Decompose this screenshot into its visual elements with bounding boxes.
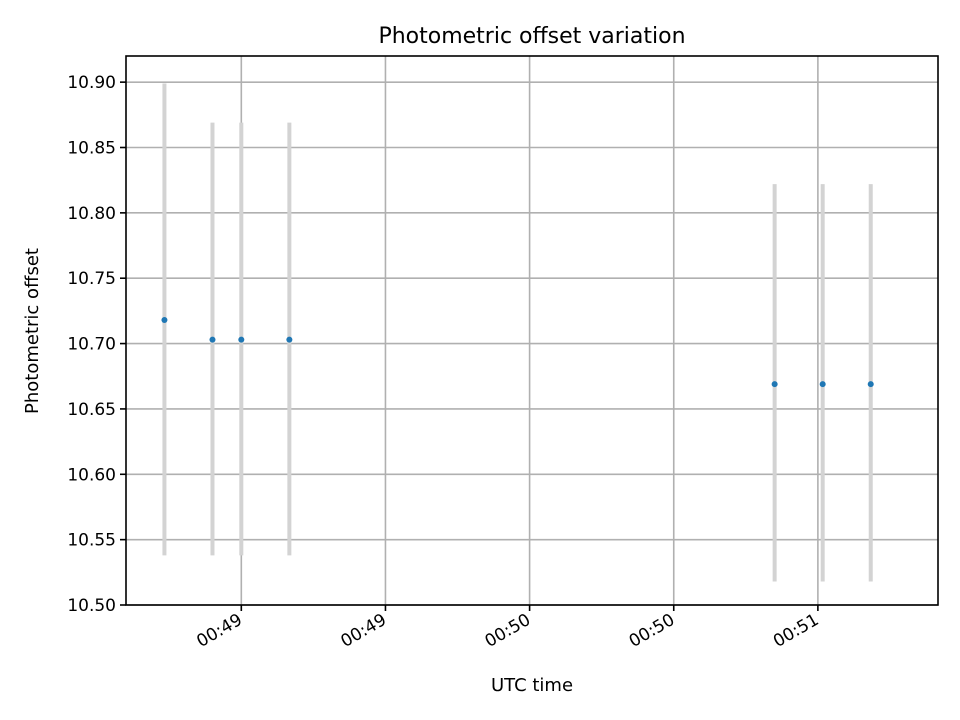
data-point	[867, 381, 874, 388]
data-point	[286, 336, 293, 343]
data-point	[771, 381, 778, 388]
error-bars	[162, 83, 873, 582]
y-tick-label: 10.65	[67, 400, 116, 420]
y-tick-label: 10.80	[67, 204, 116, 224]
x-tick-label: 00:49	[338, 610, 390, 652]
y-tick-label: 10.70	[67, 335, 116, 355]
grid	[126, 56, 938, 606]
x-tick-label: 00:51	[770, 610, 822, 652]
y-tick-label: 10.60	[67, 465, 116, 485]
data-point	[238, 336, 245, 343]
y-axis: 10.50 10.55 10.60 10.65 10.70 10.75 10.80 10.85…	[67, 73, 126, 616]
y-tick-label: 10.85	[67, 139, 116, 159]
x-tick-label: 00:50	[482, 610, 534, 652]
data-point	[819, 381, 826, 388]
y-tick-label: 10.75	[67, 269, 116, 289]
data-points	[161, 317, 874, 388]
x-tick-label: 00:49	[193, 610, 245, 652]
x-tick-label: 00:50	[626, 610, 678, 652]
y-tick-label: 10.90	[67, 73, 116, 93]
y-tick-label: 10.50	[67, 596, 116, 616]
y-tick-label: 10.55	[67, 531, 116, 551]
chart-title: Photometric offset variation	[378, 24, 685, 49]
x-axis: 00:49 00:49 00:50 00:50 00:51	[193, 605, 822, 652]
plot-frame	[125, 55, 939, 606]
x-axis-label: UTC time	[491, 675, 573, 696]
data-point	[161, 317, 168, 324]
y-axis-label: Photometric offset	[22, 248, 43, 414]
data-point	[209, 336, 216, 343]
